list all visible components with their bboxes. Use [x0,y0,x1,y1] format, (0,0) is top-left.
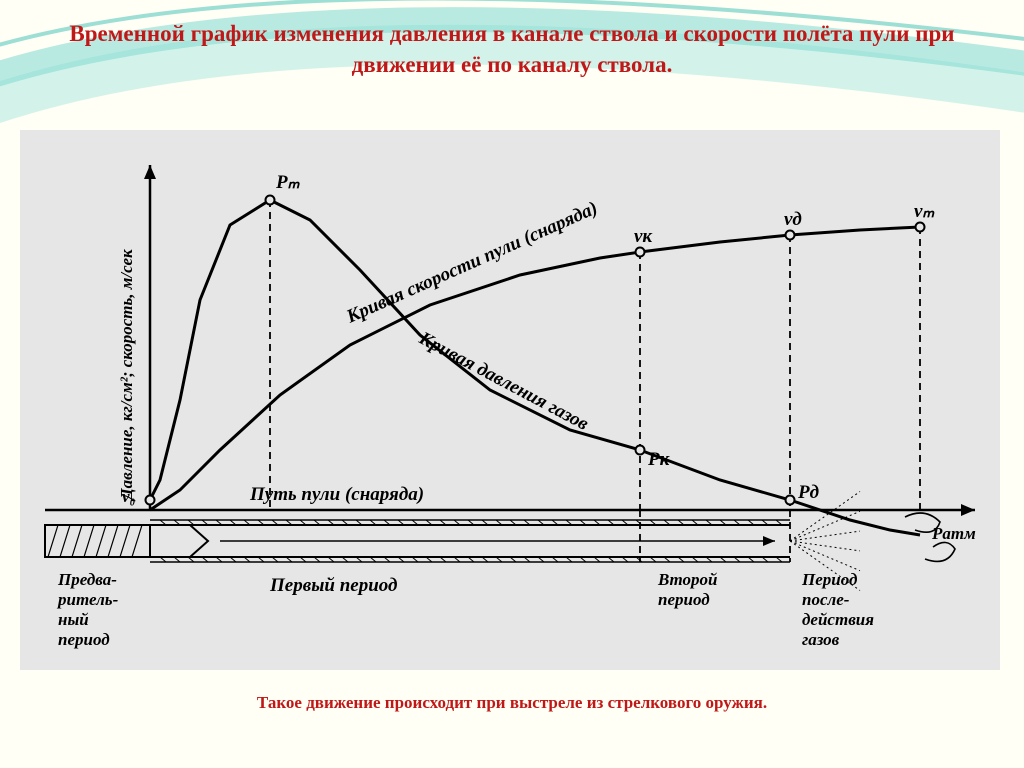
period-after-label: Период [801,570,858,589]
label-v0: v₀ [122,487,136,506]
slide-caption: Такое движение происходит при выстреле и… [50,693,974,713]
y-axis-label: Давление, кг/см²; скорость, м/сек [117,249,136,502]
period-second-label: Второй [657,570,718,589]
label-vd: vд [784,209,802,230]
period-pre-label: период [58,630,110,649]
bullet-path-label: Путь пули (снаряда) [249,484,424,505]
period-first-label: Первый период [269,575,397,596]
period-after-label: газов [802,630,840,649]
label-vk: vк [634,226,653,247]
label-vm: vₘ [914,201,935,222]
period-pre-label: Предва- [57,570,117,589]
label-pd: Pд [797,482,819,503]
velocity-curve [150,227,920,510]
pressure-curve-label: Кривая давления газов [415,327,592,435]
period-pre-label: ритель- [56,590,119,609]
velocity-curve-label: Кривая скорости пули (снаряда) [343,198,601,328]
slide: Временной график изменения давления в ка… [0,0,1024,768]
period-after-label: после- [802,590,850,609]
slide-title: Временной график изменения давления в ка… [50,18,974,80]
ballistics-diagram: Давление, кг/см²; скорость, м/сек Pₘ Pк Pд P… [20,130,1000,670]
label-patm: Pатм [931,524,976,543]
period-second-label: период [658,590,710,609]
label-pm: Pₘ [275,172,301,193]
period-after-label: действия [802,610,874,629]
label-pk: Pк [647,449,671,470]
diagram-area: Давление, кг/см²; скорость, м/сек Pₘ Pк Pд P… [20,130,1000,670]
period-pre-label: ный [58,610,89,629]
